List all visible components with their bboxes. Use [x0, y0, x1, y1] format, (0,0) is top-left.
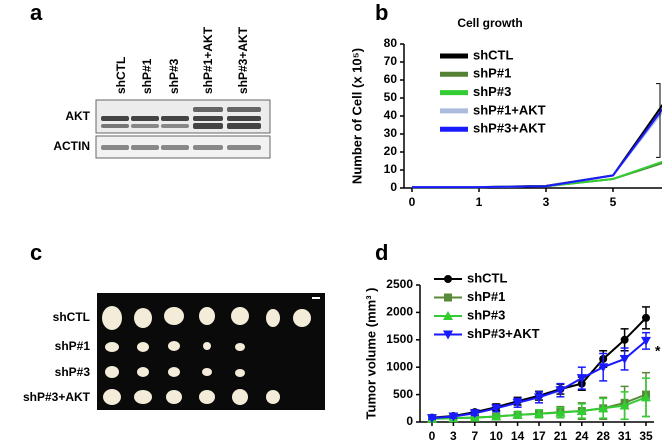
y-tick-label: 0 — [390, 180, 397, 194]
point — [427, 414, 437, 424]
x-tick-label: 10 — [490, 429, 504, 443]
y-tick-label: 40 — [384, 108, 398, 122]
point — [491, 411, 502, 421]
y-tick-label: 50 — [384, 90, 398, 104]
bracket — [656, 83, 661, 158]
y-tick-label: 1000 — [386, 359, 413, 373]
tumor-photo — [97, 293, 325, 410]
y-tick-label: 2500 — [386, 277, 413, 291]
point — [641, 392, 651, 402]
x-tick-label: 24 — [575, 429, 589, 443]
y-tick-label: 60 — [384, 72, 398, 86]
x-tick-label: 3 — [450, 429, 457, 443]
point — [443, 330, 453, 340]
blot — [95, 99, 271, 159]
x-tick-label: 31 — [618, 429, 632, 443]
point — [555, 407, 566, 417]
lane-label: shP#3 — [167, 58, 181, 94]
legend-label: shCTL — [473, 47, 514, 62]
x-tick-label: 21 — [554, 429, 568, 443]
row-label: shP#3+AKT — [23, 390, 91, 404]
point — [448, 412, 459, 422]
y-tick-label: 0 — [406, 414, 413, 428]
y-axis-label: Number of Cell (x 10⁵) — [349, 48, 364, 184]
legend-label: shP#3+AKT — [467, 326, 540, 341]
row-label: shP#3 — [55, 365, 91, 379]
legend-label: shP#3 — [467, 307, 505, 322]
y-axis-label: Tumor volume (mm³ ) — [363, 288, 378, 420]
y-tick-label: 10 — [384, 162, 398, 176]
point — [620, 335, 629, 344]
legend-label: shP#3 — [473, 84, 511, 99]
row-label: shP#1 — [55, 339, 91, 353]
point — [619, 400, 630, 410]
y-tick-label: 30 — [384, 126, 398, 140]
point — [443, 311, 453, 320]
point — [598, 363, 609, 373]
x-tick-label: 3 — [543, 195, 550, 209]
legend-label: shP#1 — [467, 289, 505, 304]
point — [598, 403, 609, 413]
panel-label: d — [375, 240, 388, 265]
x-tick-label: 5 — [610, 195, 617, 209]
point — [491, 404, 502, 414]
point — [576, 374, 587, 384]
row-label: ACTIN — [53, 139, 90, 153]
legend-label: shP#3+AKT — [473, 121, 546, 136]
legend-label: shP#1 — [473, 66, 511, 81]
y-tick-label: 70 — [384, 54, 398, 68]
annotation: * — [655, 343, 661, 359]
point — [512, 409, 523, 419]
y-tick-label: 1500 — [386, 332, 413, 346]
lane-label: shCTL — [114, 57, 128, 94]
legend-label: shP#1+AKT — [473, 102, 546, 117]
panel-label: a — [30, 0, 43, 25]
point — [444, 293, 452, 302]
x-tick-label: 1 — [476, 195, 483, 209]
point — [555, 386, 566, 396]
point — [534, 408, 544, 418]
panel-label: c — [30, 240, 42, 265]
x-tick-label: 14 — [511, 429, 525, 443]
point — [619, 354, 630, 364]
row-label: shCTL — [53, 310, 90, 324]
panel-label: b — [375, 0, 388, 25]
line — [412, 107, 662, 189]
y-tick-label: 500 — [393, 387, 413, 401]
x-tick-label: 0 — [429, 429, 436, 443]
point — [576, 406, 587, 416]
lane-label: shP#3+AKT — [236, 26, 250, 94]
x-tick-label: 17 — [532, 429, 546, 443]
y-tick-label: 80 — [384, 36, 398, 50]
point — [534, 393, 544, 403]
row-label: AKT — [65, 109, 90, 123]
x-tick-label: 0 — [409, 195, 416, 209]
legend-label: shCTL — [467, 270, 508, 285]
point — [469, 409, 480, 419]
x-tick-label: 35 — [639, 429, 653, 443]
chart-title: Cell growth — [457, 16, 522, 30]
y-tick-label: 2000 — [386, 305, 413, 319]
point — [642, 313, 650, 322]
lane-label: shP#1+AKT — [201, 26, 215, 94]
point — [512, 398, 523, 408]
x-tick-label: 7 — [471, 429, 478, 443]
point — [444, 275, 452, 283]
x-tick-label: 28 — [597, 429, 611, 443]
lane-label: shP#1 — [140, 58, 154, 94]
y-tick-label: 20 — [384, 144, 398, 158]
point — [641, 336, 651, 346]
